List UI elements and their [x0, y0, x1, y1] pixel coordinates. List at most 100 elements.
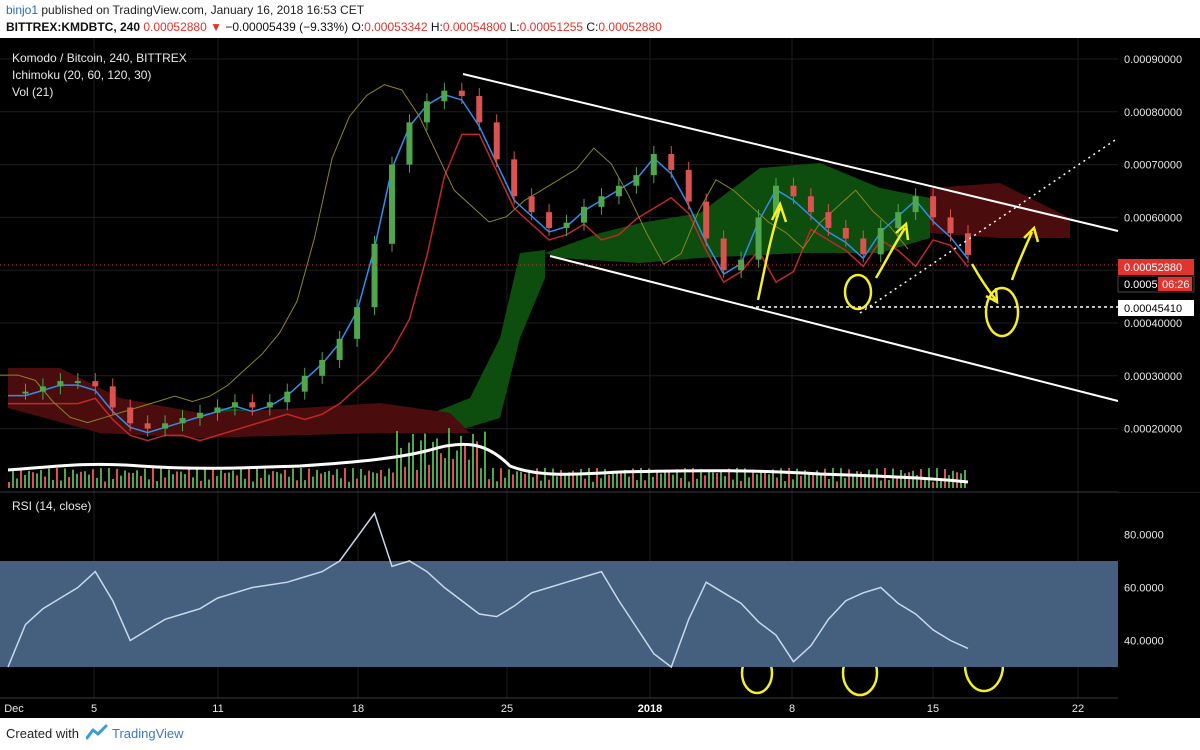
volume-bar [400, 447, 402, 488]
open-label: O: [351, 20, 365, 34]
down-arrow-icon: ▼ [210, 20, 222, 34]
volume-bar [44, 476, 46, 488]
tradingview-brand[interactable]: TradingView [112, 726, 184, 741]
volume-bar [80, 471, 82, 488]
volume-bar [124, 470, 126, 488]
low-label: L: [509, 20, 520, 34]
volume-bar [780, 468, 782, 488]
volume-bar [100, 468, 102, 488]
price-tick-label: 0.00090000 [1124, 54, 1182, 66]
volume-bar [312, 476, 314, 488]
chart-header: binjo1 published on TradingView.com, Jan… [0, 0, 1200, 38]
candle-body [144, 423, 151, 429]
volume-bar [668, 471, 670, 488]
volume-bar [92, 469, 94, 488]
volume-bar [324, 472, 326, 488]
volume-bar [564, 473, 566, 488]
annotation-circle [984, 286, 1020, 338]
volume-bar [624, 469, 626, 488]
volume-bar [192, 477, 194, 488]
volume-bar [344, 468, 346, 488]
volume-bar [688, 481, 690, 488]
volume-bar [228, 472, 230, 488]
candle-body [214, 407, 221, 413]
lagging-span [0, 84, 909, 424]
volume-bar [412, 433, 414, 488]
volume-bar [660, 473, 662, 488]
volume-bar [664, 471, 666, 488]
volume-bar [680, 478, 682, 488]
volume-bar [600, 478, 602, 488]
volume-bar [712, 472, 714, 488]
volume-bar [8, 482, 10, 488]
support-level-badge-text: 0.00045410 [1124, 303, 1182, 315]
price-change: −0.00005439 (−9.33%) [225, 20, 349, 34]
rsi-legend: RSI (14, close) [12, 499, 91, 513]
volume-bar [36, 473, 38, 488]
chart-title: Komodo / Bitcoin, 240, BITTREX [12, 51, 187, 65]
volume-bar [468, 459, 470, 488]
price-chart[interactable]: Komodo / Bitcoin, 240, BITTREX Ichimoku … [0, 38, 1200, 718]
candle-body [406, 122, 413, 165]
candle-body [389, 164, 395, 244]
tradingview-logo-icon [86, 724, 108, 740]
rsi-tick-label: 60.0000 [1124, 583, 1164, 595]
kijun-line [8, 133, 969, 442]
volume-bar [32, 472, 34, 488]
cloud-bear [930, 183, 1070, 238]
rsi-tick-label: 40.0000 [1124, 636, 1164, 648]
candle-body [895, 212, 902, 228]
volume-legend: Vol (21) [12, 85, 53, 99]
support-level-badge [1118, 300, 1194, 316]
volume-bar [560, 470, 562, 488]
countdown-badge-prefix: 0.0005 [1124, 279, 1158, 291]
volume-bar [788, 468, 790, 488]
volume-bar [132, 472, 134, 488]
volume-bar [456, 450, 458, 488]
trend-channel [0, 73, 1119, 402]
volume-bar [148, 479, 150, 488]
publish-line: binjo1 published on TradingView.com, Jan… [6, 3, 364, 17]
last-price: 0.00052880 [143, 20, 207, 34]
volume-bar [252, 481, 254, 488]
price-tick-label: 0.00020000 [1124, 424, 1182, 436]
annotation-circle [843, 273, 873, 311]
volume-bar [332, 474, 334, 488]
candle-body [284, 391, 291, 403]
volume-bar [444, 458, 446, 488]
candle-body [127, 407, 134, 424]
candle-body [947, 217, 954, 234]
volume-bar [832, 468, 834, 488]
volume-bar [308, 468, 310, 488]
footer: Created with TradingView [0, 718, 1200, 750]
volume-bar [416, 469, 418, 488]
close-label: C: [586, 20, 599, 34]
candle-body [790, 185, 797, 197]
volume-bar [60, 480, 62, 488]
price-tick-label: 0.00040000 [1124, 318, 1182, 330]
author-link[interactable]: binjo1 [6, 3, 39, 17]
candle-body [912, 196, 919, 213]
volume-bar [12, 468, 14, 488]
volume-bar [568, 472, 570, 488]
time-tick-label: 11 [212, 703, 223, 715]
rsi-axis[interactable]: 80.0000 60.0000 40.0000 [1118, 493, 1200, 698]
volume-bar [508, 469, 510, 488]
candle-body [441, 90, 448, 102]
candle-body [965, 233, 971, 255]
volume-bar [232, 470, 234, 488]
volume-bar [348, 481, 350, 488]
volume-bar [800, 475, 802, 488]
volume-bar [96, 477, 98, 488]
time-axis[interactable]: Dec 5 11 18 25 2018 8 15 22 [0, 697, 1118, 715]
candle-body [354, 307, 361, 339]
volume-bar [288, 476, 290, 488]
volume-bar [908, 472, 910, 488]
volume-bar [140, 475, 142, 488]
volume-bar [464, 445, 466, 488]
candle-body [179, 418, 186, 424]
volume-bar [408, 442, 410, 488]
volume-bar [256, 468, 258, 488]
volume-bar [868, 469, 870, 488]
volume-bar [932, 481, 934, 488]
